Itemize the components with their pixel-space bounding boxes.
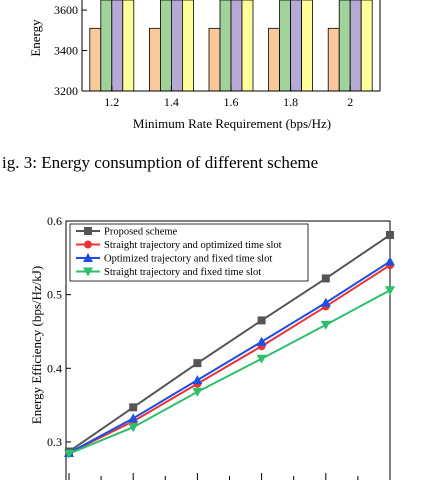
bar-1.8-s0 [268,27,281,92]
bar-x-tick-label: 2 [347,95,353,109]
bar-1.2-s2 [111,0,124,92]
line-y-tick-label: 0.3 [47,435,62,449]
line-y-tick-label: 0.4 [47,361,62,375]
legend-label: Straight trajectory and fixed time slot [104,267,261,278]
line-point-triangle-down [64,449,74,459]
bar-1.4-s2 [170,0,183,92]
bar-x-tick-label: 1.2 [104,95,119,109]
line-point-triangle-down [320,320,331,330]
legend-entry-0: Proposed scheme [76,227,178,238]
bar-1.4-s3 [181,0,194,92]
line-point-square [257,316,266,325]
bar-2-s1 [338,0,351,92]
line-series-group [64,230,395,459]
bar-1.6-s1 [219,0,232,92]
bar-y-tick-label: 3400 [54,44,78,58]
bar-1.8-s1 [279,0,292,92]
bar-y-tick-label: 3200 [54,84,78,98]
line-point-square [321,274,330,283]
line-series-3 [64,286,395,459]
bar-chart: 3200 3400 3600 1.2 1.4 1.6 1.8 2 Energy Minimu… [28,0,381,131]
line-point-square [193,359,202,368]
bar-x-tick-label: 1.6 [224,95,239,109]
bar-1.6-s3 [241,0,254,92]
line-point-triangle-down [385,286,395,296]
bar-2-s3 [360,0,373,92]
line-x-ticks [68,473,391,480]
bar-1.4-s0 [148,27,161,92]
bar-1.4-s1 [159,0,172,92]
legend-entry-1: Straight trajectory and optimized time s… [76,240,282,251]
line-point-triangle-down [256,354,267,364]
line-y-ticks: 0.3 0.4 0.5 0.6 [47,214,71,449]
line-point-triangle-down [83,267,93,277]
line-point-triangle-up [83,253,93,262]
bar-2-s2 [349,0,362,92]
line-point-triangle-up [256,336,267,346]
line-point-square [129,403,138,412]
line-point-square [84,227,92,235]
line-point-triangle-down [192,387,203,397]
bar-x-tick-label: 1.4 [164,95,179,109]
line-point-square [386,230,394,239]
bar-y-axis-label: Energy [28,19,43,57]
figure-caption: ig. 3: Energy consumption of different s… [2,153,318,172]
bar-marks [89,0,373,92]
line-chart: 0.3 0.4 0.5 0.6 Energy Efficiency (bps/Hz/k… [29,214,395,480]
bar-1.6-s0 [208,27,221,92]
line-y-axis-label: Energy Efficiency (bps/Hz/kJ) [29,266,44,424]
line-series-2 [64,256,395,457]
line-point-circle [84,240,92,249]
line-point-triangle-up [320,297,331,307]
line-y-tick-label: 0.5 [47,288,62,302]
line-point-triangle-up [192,375,203,385]
bar-1.2-s0 [89,27,102,92]
bar-x-tick-label: 1.8 [283,95,298,109]
bar-y-ticks: 3200 3400 3600 [54,3,87,98]
line-series-path [68,260,391,454]
bar-1.2-s1 [100,0,113,92]
legend-label: Proposed scheme [104,227,178,238]
line-y-tick-label: 0.6 [47,214,62,228]
line-point-triangle-up [128,413,139,423]
legend: Proposed scheme Straight trajectory and o… [69,223,309,282]
bar-2-s0 [327,27,340,92]
legend-label: Straight trajectory and optimized time s… [104,240,282,251]
bar-1.8-s2 [290,0,303,92]
bar-1.2-s3 [122,0,135,92]
bar-1.6-s2 [230,0,243,92]
legend-entry-3: Straight trajectory and fixed time slot [76,267,261,278]
line-plot-frame [65,220,391,480]
line-point-triangle-down [128,423,139,433]
line-series-path [68,289,391,455]
bar-x-ticks: 1.2 1.4 1.6 1.8 2 [104,86,353,109]
bar-x-axis-label: Minimum Rate Requirement (bps/Hz) [133,116,331,131]
bar-1.8-s3 [301,0,314,92]
bar-y-tick-label: 3600 [54,3,78,17]
line-series-path [68,264,391,454]
legend-entry-2: Optimized trajectory and fixed time slot [76,253,272,265]
line-series-path [68,234,391,453]
legend-box [69,223,309,282]
line-point-triangle-up [385,256,395,266]
legend-label: Optimized trajectory and fixed time slot [104,254,272,265]
